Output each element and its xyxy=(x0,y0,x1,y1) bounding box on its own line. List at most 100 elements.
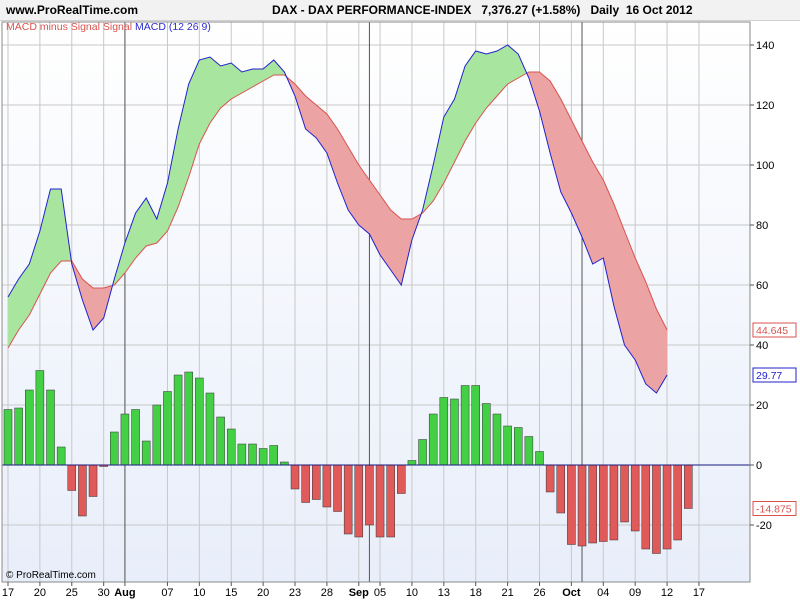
x-tick-label: 25 xyxy=(66,587,78,599)
plot-frame xyxy=(1,21,751,583)
x-tick-label: 17 xyxy=(693,587,705,599)
histogram-bar xyxy=(652,464,661,554)
histogram-bar xyxy=(14,407,23,466)
histogram-bar xyxy=(173,374,183,466)
x-tick-label: 13 xyxy=(438,587,450,599)
histogram-bar xyxy=(110,431,119,466)
x-tick-label: 30 xyxy=(98,587,110,599)
histogram-bar xyxy=(216,416,225,466)
legend: MACD minus Signal Signal MACD (12 26 9) xyxy=(6,21,211,33)
y-tick-label: 100 xyxy=(756,160,774,172)
fill-segment xyxy=(50,188,62,274)
x-tick-label: 10 xyxy=(193,587,205,599)
instrument-name: DAX - DAX PERFORMANCE-INDEX xyxy=(272,3,472,17)
signal-last-value: 44.645 xyxy=(756,325,788,337)
histogram-bar xyxy=(556,464,566,514)
histogram-bar xyxy=(237,443,247,466)
histogram-bar xyxy=(620,464,629,523)
histogram-bar xyxy=(397,464,406,494)
histogram-bar xyxy=(450,398,459,466)
chart-date: 16 Oct 2012 xyxy=(625,3,693,17)
histogram-bar xyxy=(460,385,470,466)
macd-line xyxy=(7,44,668,394)
histogram-bar xyxy=(35,370,45,466)
histogram-bar xyxy=(545,464,555,493)
y-tick-label: 120 xyxy=(756,100,774,112)
title-bar: www.ProRealTime.com DAX - DAX PERFORMANC… xyxy=(0,0,800,21)
legend-histogram: MACD minus Signal xyxy=(6,21,100,33)
x-tick-label: 18 xyxy=(470,587,482,599)
histogram-bar xyxy=(482,403,491,466)
x-tick-label: 12 xyxy=(661,587,673,599)
x-tick-label: 04 xyxy=(597,587,609,599)
legend-signal: Signal xyxy=(102,21,133,33)
x-tick-label: 23 xyxy=(289,587,301,599)
y-tick-label: 60 xyxy=(756,280,768,292)
macd-last-value: 29.77 xyxy=(756,370,782,382)
histogram-bar xyxy=(131,409,140,466)
x-tick-label: 15 xyxy=(225,587,237,599)
histogram-bar xyxy=(535,451,544,466)
histogram-bar xyxy=(322,464,332,508)
histogram-bar xyxy=(630,464,640,532)
chart-heading: DAX - DAX PERFORMANCE-INDEX 7,376.27 (+1… xyxy=(272,3,693,17)
histogram-bar xyxy=(258,448,268,466)
histogram-bar xyxy=(184,371,193,466)
histogram-bar xyxy=(46,389,55,466)
x-tick-label: 10 xyxy=(406,587,418,599)
histogram-bar xyxy=(375,464,385,538)
y-tick-label: 20 xyxy=(756,400,768,412)
histogram-bar xyxy=(3,409,13,466)
histogram-bar xyxy=(418,439,427,466)
site-name[interactable]: www.ProRealTime.com xyxy=(6,3,139,17)
histogram-bar xyxy=(290,464,300,490)
histogram-bar xyxy=(365,464,374,526)
x-tick-label: 09 xyxy=(629,587,641,599)
histogram-bar xyxy=(67,464,77,491)
histogram-bar xyxy=(312,464,321,500)
copyright: © ProRealTime.com xyxy=(6,570,96,581)
histogram-bar xyxy=(343,464,353,535)
histogram-bar xyxy=(195,377,204,466)
period: Daily xyxy=(590,3,620,17)
histogram-bar xyxy=(407,460,417,466)
histogram-bar xyxy=(78,464,87,517)
histogram-bar xyxy=(141,440,151,466)
histogram-bar xyxy=(577,464,587,547)
histogram-bar xyxy=(588,464,597,544)
histogram-bar xyxy=(513,427,523,466)
histogram-bar xyxy=(609,464,619,541)
histogram-bar xyxy=(524,436,534,466)
histogram-last-value-box xyxy=(752,501,797,516)
histogram-bar xyxy=(428,413,438,466)
x-tick-label: Sep xyxy=(349,587,369,599)
x-tick-label: 28 xyxy=(321,587,333,599)
histogram-last-value: -14.875 xyxy=(756,504,792,516)
x-tick-label: 07 xyxy=(161,587,173,599)
histogram-bar xyxy=(492,413,502,466)
histogram-bar xyxy=(301,464,310,503)
histogram-bar xyxy=(120,413,130,466)
macd-last-value-box xyxy=(752,367,797,383)
histogram-bar xyxy=(25,389,34,466)
x-tick-label: 20 xyxy=(257,587,269,599)
legend-macd: MACD (12 26 9) xyxy=(135,21,211,33)
histogram-bar xyxy=(641,464,651,550)
x-tick-label: Oct xyxy=(562,587,581,599)
x-tick-label: 17 xyxy=(2,587,14,599)
y-tick-label: 40 xyxy=(756,340,768,352)
histogram-bar xyxy=(88,464,98,497)
x-tick-label: 26 xyxy=(533,587,545,599)
signal-last-value-box xyxy=(752,322,797,338)
histogram-bar xyxy=(163,391,172,466)
histogram-bar xyxy=(662,464,672,550)
y-tick-label: 80 xyxy=(756,220,768,232)
histogram-bar xyxy=(503,425,512,466)
x-tick-label: Aug xyxy=(114,587,135,599)
x-tick-label: 20 xyxy=(34,587,46,599)
histogram-bar xyxy=(152,404,162,466)
histogram-bar xyxy=(269,445,278,466)
histogram-bar xyxy=(567,464,576,545)
histogram-bar xyxy=(205,392,215,466)
